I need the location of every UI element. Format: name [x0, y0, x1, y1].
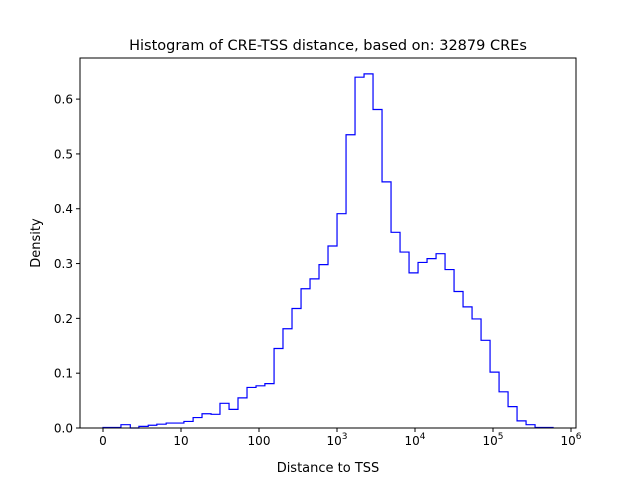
histogram-bin — [391, 232, 400, 428]
histogram-step-line — [102, 73, 554, 429]
x-tick-label: 104 — [404, 432, 425, 448]
histogram-bin — [238, 398, 247, 428]
histogram-bin — [274, 349, 283, 428]
histogram-bin — [517, 421, 526, 428]
histogram-bin — [454, 292, 463, 428]
histogram-bin — [409, 273, 418, 428]
y-tick-label: 0.6 — [54, 93, 73, 107]
histogram-bin — [337, 214, 346, 428]
y-tick-label: 0.4 — [54, 202, 73, 216]
x-axis-label: Distance to TSS — [277, 461, 380, 476]
x-tick-base: 10 — [560, 434, 575, 448]
histogram-bin — [373, 110, 382, 428]
histogram-bin — [508, 407, 517, 428]
x-tick-exponent: 5 — [498, 432, 504, 442]
histogram-bin — [472, 319, 481, 428]
histogram-bin — [166, 423, 175, 428]
histogram-bin — [355, 77, 364, 428]
y-tick-label: 0.0 — [54, 422, 73, 436]
chart-title: Histogram of CRE-TSS distance, based on:… — [129, 38, 527, 54]
histogram-bin — [229, 409, 238, 428]
histogram-bin — [400, 252, 409, 428]
histogram-bin — [382, 182, 391, 428]
histogram-bin — [301, 289, 310, 428]
histogram-bin — [202, 414, 211, 428]
histogram-bin — [445, 270, 454, 428]
x-tick-base: 100 — [248, 434, 271, 448]
histogram-bin — [184, 421, 193, 428]
x-tick-label: 105 — [482, 432, 503, 448]
axes-frame — [79, 57, 577, 429]
x-tick-exponent: 6 — [576, 432, 582, 442]
histogram-bin — [265, 384, 274, 428]
histogram-bin — [490, 372, 499, 428]
histogram-bin — [157, 424, 166, 428]
y-axis: 0.0 0.1 0.2 0.3 0.4 0.5 0.6 — [54, 93, 80, 436]
histogram-bin — [310, 279, 319, 428]
x-tick-label: 100 — [248, 434, 271, 448]
x-axis: 0 10 100 103 104 105 106 — [99, 428, 582, 448]
histogram-bin — [319, 265, 328, 428]
y-axis-label: Density — [29, 218, 44, 268]
histogram-bin — [211, 414, 220, 428]
y-tick-label: 0.5 — [54, 147, 73, 161]
histogram-bin — [436, 254, 445, 428]
histogram-bin — [283, 329, 292, 428]
x-tick-exponent: 3 — [342, 432, 348, 442]
y-tick-label: 0.3 — [54, 257, 73, 271]
histogram-bin — [193, 418, 202, 428]
histogram-bin — [346, 135, 355, 428]
x-tick-exponent: 4 — [420, 432, 426, 442]
histogram-bin — [418, 262, 427, 428]
x-tick-base: 10 — [404, 434, 419, 448]
histogram-bin — [247, 387, 256, 428]
histogram-bin — [463, 307, 472, 428]
x-tick-label: 10 — [173, 434, 188, 448]
histogram-bin — [481, 340, 490, 428]
x-tick-label: 106 — [560, 432, 581, 448]
x-tick-base: 10 — [482, 434, 497, 448]
histogram-bin — [328, 246, 337, 428]
histogram-bin — [499, 392, 508, 428]
histogram-bin — [175, 423, 184, 428]
x-tick-base: 0 — [99, 434, 107, 448]
histogram-bin — [292, 309, 301, 428]
x-tick-label: 103 — [326, 432, 347, 448]
x-tick-base: 10 — [173, 434, 188, 448]
plot-area — [102, 73, 554, 429]
y-tick-label: 0.2 — [54, 312, 73, 326]
histogram-bin — [220, 403, 229, 428]
histogram-bin — [364, 74, 373, 428]
y-tick-label: 0.1 — [54, 367, 73, 381]
histogram-bin — [427, 259, 436, 428]
x-tick-base: 10 — [326, 434, 341, 448]
histogram-bin — [256, 386, 265, 428]
x-tick-label: 0 — [99, 434, 107, 448]
